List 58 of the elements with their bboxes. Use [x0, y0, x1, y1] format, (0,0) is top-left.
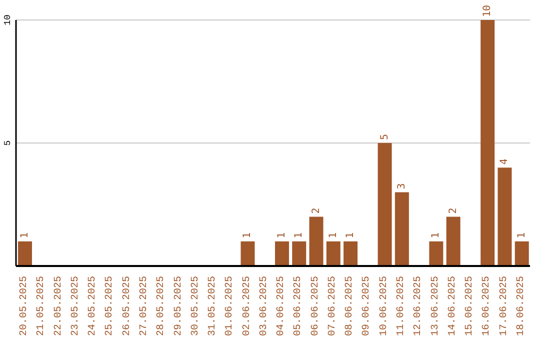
data-label: 4: [499, 158, 510, 165]
x-tick-label: 18.06.2025: [516, 276, 527, 336]
data-label: 1: [294, 232, 305, 238]
data-label: 1: [345, 232, 356, 238]
bar: [292, 241, 306, 266]
data-label: 1: [516, 232, 528, 238]
x-tick-label: 06.06.2025: [310, 276, 322, 336]
x-tick-label: 07.06.2025: [327, 276, 338, 336]
bar: [275, 241, 289, 266]
x-tick-label: 02.06.2025: [242, 276, 253, 336]
x-tick-label: 26.05.2025: [122, 276, 133, 336]
bar: [446, 216, 460, 266]
bar: [480, 20, 495, 266]
x-tick-label: 10.06.2025: [378, 276, 390, 336]
bar: [240, 241, 255, 266]
bar: [378, 143, 392, 266]
x-tick-label: 13.06.2025: [430, 276, 442, 336]
x-tick-label: 17.06.2025: [498, 276, 510, 336]
data-label: 1: [20, 232, 30, 238]
x-tick-label: 11.06.2025: [396, 276, 407, 336]
x-tick-label: 25.05.2025: [104, 276, 116, 336]
x-tick-label: 15.06.2025: [464, 276, 476, 336]
x-tick-label: 22.05.2025: [53, 276, 64, 336]
x-tick-label: 08.06.2025: [344, 276, 356, 336]
x-tick-label: 16.06.2025: [482, 276, 493, 336]
x-tick-label: 23.05.2025: [70, 276, 82, 336]
data-label: 2: [310, 208, 322, 214]
bar: [18, 241, 32, 266]
x-tick-label: 12.06.2025: [413, 276, 424, 336]
data-label: 1: [328, 232, 339, 238]
bar: [326, 241, 340, 266]
data-label: 1: [242, 232, 254, 238]
data-label: 5: [379, 134, 390, 140]
x-tick-label: 05.06.2025: [293, 276, 304, 336]
bar: [514, 241, 529, 266]
x-tick-label: 21.05.2025: [36, 276, 48, 336]
data-label: 2: [448, 208, 459, 214]
bar: [344, 241, 358, 266]
bar: [394, 192, 409, 266]
x-tick-label: 14.06.2025: [447, 276, 458, 336]
x-tick-label: 28.05.2025: [156, 276, 168, 336]
x-tick-label: 27.05.2025: [139, 276, 150, 336]
x-tick-label: 29.05.2025: [173, 276, 184, 336]
bar: [498, 168, 512, 266]
bar: [429, 241, 444, 266]
data-label: 3: [396, 183, 408, 190]
x-tick-label: 20.05.2025: [19, 276, 30, 336]
bar: [309, 216, 324, 266]
x-tick-label: 30.05.2025: [190, 276, 202, 336]
x-tick-label: 04.06.2025: [276, 276, 288, 336]
x-tick-label: 24.05.2025: [88, 276, 99, 336]
data-label: 1: [430, 232, 442, 238]
data-label: 10: [482, 4, 494, 17]
x-tick-label: 09.06.2025: [362, 276, 373, 336]
x-tick-label: 01.06.2025: [224, 276, 236, 336]
x-tick-label: 03.06.2025: [258, 276, 270, 336]
x-tick-label: 31.05.2025: [208, 276, 219, 336]
data-label: 1: [276, 232, 288, 238]
